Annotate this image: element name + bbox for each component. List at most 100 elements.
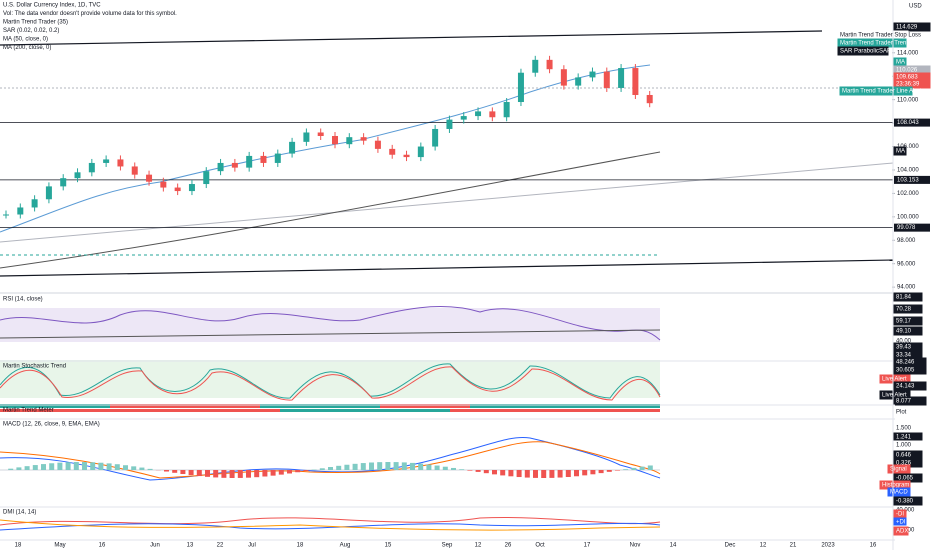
candle — [203, 171, 210, 185]
badge-label: Signal — [890, 467, 907, 473]
histogram-bar — [483, 470, 489, 474]
x-tick-label: 18 — [15, 543, 22, 549]
histogram-bar — [434, 465, 440, 470]
badge-label: SAR ParabolicSAR — [840, 49, 892, 55]
histogram-bar — [24, 466, 30, 470]
candle — [260, 155, 267, 163]
histogram-bar — [139, 467, 145, 470]
badge-label: Live Alert — [882, 377, 907, 383]
histogram-bar — [606, 470, 612, 472]
x-tick-label: 15 — [385, 543, 392, 549]
badge — [893, 316, 923, 326]
candle — [489, 111, 496, 118]
histogram-bar — [278, 470, 284, 475]
histogram-bar — [508, 470, 514, 477]
histogram-bar — [73, 462, 79, 470]
histogram-bar — [352, 463, 358, 470]
histogram-bar — [221, 470, 227, 478]
x-tick-label: 21 — [790, 543, 797, 549]
macd-line — [0, 436, 661, 481]
badge — [887, 487, 911, 497]
candle — [103, 159, 110, 163]
badge-label: Plot — [896, 410, 907, 416]
histogram-bar — [123, 465, 128, 470]
badge-label: 33.34 — [896, 353, 912, 359]
badge-label: 23:36:39 — [896, 82, 920, 88]
pane-title: MACD (12, 26, close, 9, EMA, EMA) — [3, 422, 100, 428]
badge — [839, 86, 913, 96]
candle — [188, 184, 195, 192]
x-tick-label: 12 — [760, 543, 767, 549]
histogram-bar — [426, 464, 432, 470]
histogram-bar — [82, 462, 87, 470]
badge-label: 40.00 — [896, 339, 912, 345]
badge-label: 109.683 — [896, 75, 918, 81]
histogram-bar — [32, 465, 38, 470]
candle — [475, 111, 482, 117]
badge — [893, 22, 931, 32]
histogram-bar — [254, 470, 260, 478]
stoch-k — [0, 363, 661, 399]
candle — [546, 59, 553, 70]
candle — [503, 102, 510, 118]
histogram-bar — [459, 469, 465, 470]
badge — [893, 381, 927, 391]
histogram-bar — [319, 468, 325, 470]
histogram-bar — [287, 470, 292, 474]
badge-label: 49.10 — [896, 329, 912, 335]
badge-label: 8.077 — [896, 399, 912, 405]
candle — [517, 72, 524, 103]
rsi-line — [0, 306, 661, 341]
x-tick-label: 17 — [584, 543, 591, 549]
y-tick-label: 94.000 — [897, 285, 916, 291]
candle — [417, 146, 424, 158]
histogram-bar — [410, 462, 415, 470]
pane-title: RSI (14, close) — [3, 297, 43, 303]
x-tick-label: Jun — [150, 543, 160, 549]
histogram-bar — [442, 466, 448, 470]
badge-label: 48.246 — [896, 360, 915, 366]
badge — [893, 146, 907, 156]
histogram-bar — [205, 470, 210, 477]
histogram-bar — [229, 470, 235, 478]
histogram-bar — [623, 469, 629, 470]
histogram-bar — [647, 465, 653, 470]
candle — [3, 214, 9, 216]
x-tick-label: 18 — [297, 543, 304, 549]
histogram-bar — [549, 470, 555, 478]
pane-title: DMI (14, 14) — [3, 510, 36, 516]
candle — [346, 137, 353, 145]
badge-label: Histogram — [882, 483, 909, 489]
histogram-bar — [524, 470, 530, 478]
level-label: 108.043 — [897, 120, 919, 126]
candle — [117, 159, 124, 167]
histogram-bar — [65, 462, 71, 470]
candle — [360, 137, 367, 141]
histogram-bar — [360, 463, 366, 470]
legend-line: SAR (0.02, 0.02, 0.2) — [3, 28, 59, 34]
candle — [217, 162, 224, 172]
badge-label: 0.326 — [896, 461, 912, 467]
candle — [603, 71, 610, 88]
candle — [246, 155, 253, 168]
x-tick-label: 22 — [217, 543, 224, 549]
badge-label: Martin Trend Trader Line Alert — [842, 89, 922, 95]
candle — [31, 199, 38, 208]
histogram-bar — [533, 470, 538, 478]
candle — [231, 162, 238, 168]
y-tick-label: 106.000 — [897, 144, 919, 150]
histogram-bar — [565, 470, 571, 478]
trendline — [0, 259, 894, 277]
histogram-bar — [639, 466, 645, 470]
badge-label: 39.43 — [896, 345, 912, 351]
x-tick-label: 13 — [187, 543, 194, 549]
badge-label: 1.500 — [896, 426, 912, 432]
x-tick-label: May — [54, 543, 65, 549]
badge — [893, 292, 923, 302]
histogram-bar — [98, 462, 104, 470]
badge — [893, 365, 927, 375]
y-tick-label: 100.000 — [897, 214, 919, 220]
badge — [893, 407, 915, 417]
